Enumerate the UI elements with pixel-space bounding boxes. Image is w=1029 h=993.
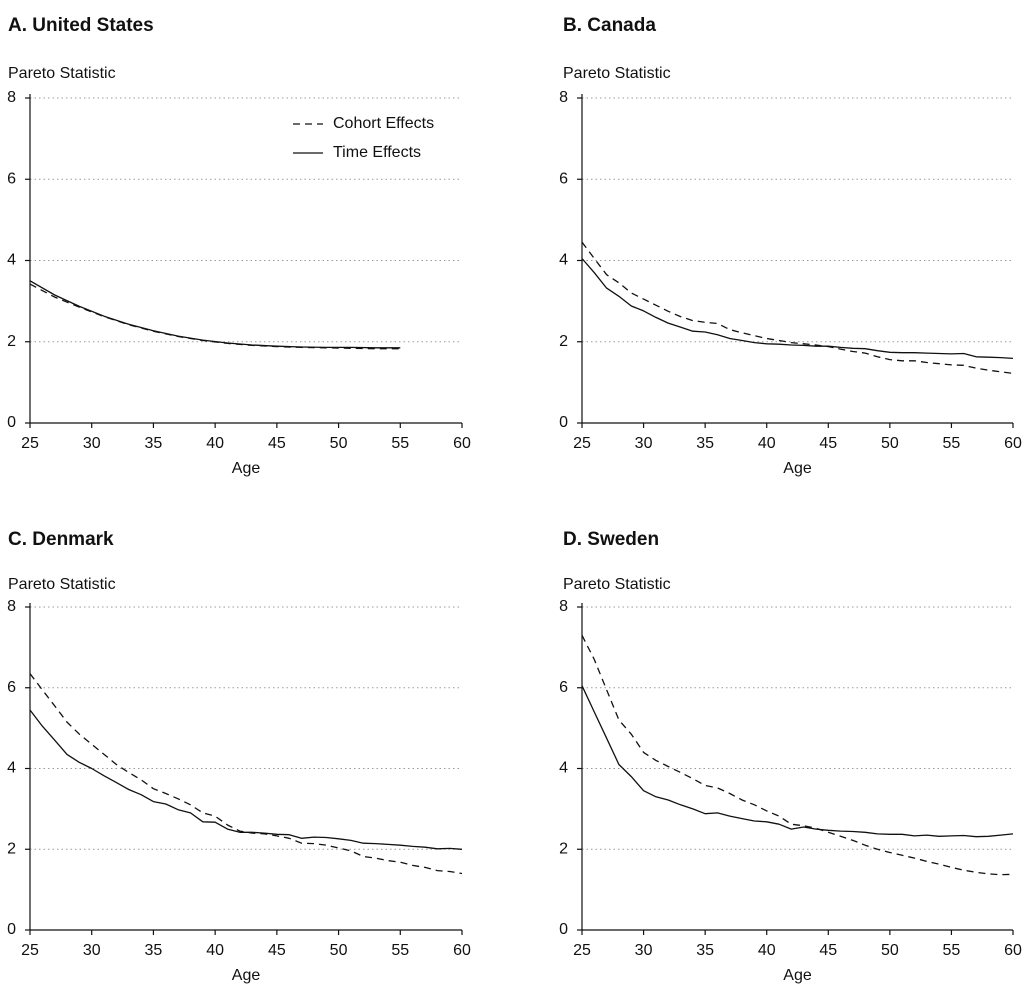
x-tick-label: 40 [206,435,224,452]
series-line-time-effects [581,258,1014,360]
x-tick-label: 45 [819,435,837,452]
chart-panel-b-canada: B. Canada Pareto Statistic 0 2 4 6 8 25 30 35 40 45… [559,15,1022,477]
x-axis-label: Age [232,460,261,477]
y-tick-label: 2 [559,840,568,857]
x-tick-label: 30 [635,435,653,452]
y-tick-label: 2 [559,333,568,350]
x-tick-label: 50 [330,942,348,959]
x-axis-label: Age [783,967,812,984]
x-tick-label: 55 [943,435,961,452]
y-tick-label: 8 [7,89,16,106]
y-tick-label: 4 [559,760,568,777]
x-tick-label: 40 [758,942,776,959]
x-tick-label: 35 [696,942,714,959]
chart-title: C. Denmark [8,529,114,550]
series-line-cohort-effects [581,635,1014,876]
x-axis-label: Age [232,967,261,984]
x-tick-label: 50 [330,435,348,452]
x-tick-label: 40 [206,942,224,959]
x-tick-label: 25 [573,942,591,959]
x-tick-label: 25 [21,435,39,452]
x-tick-label: 60 [1004,435,1022,452]
x-tick-label: 25 [573,435,591,452]
series-line-cohort-effects [581,241,1014,375]
series-line-cohort-effects [29,283,401,350]
y-axis-label: Pareto Statistic [563,65,671,82]
y-tick-label: 4 [559,252,568,269]
y-tick-label: 0 [559,921,568,938]
x-tick-label: 50 [881,942,899,959]
y-tick-label: 6 [7,679,16,696]
y-tick-label: 2 [7,333,16,350]
legend-label-time-effects: Time Effects [333,144,421,161]
y-axis-label: Pareto Statistic [8,65,116,82]
chart-panel-d-sweden: D. Sweden Pareto Statistic 0 2 4 6 8 25 30 35 40 45… [559,529,1022,984]
y-axis-label: Pareto Statistic [8,576,116,593]
x-tick-label: 55 [943,942,961,959]
x-tick-label: 45 [268,942,286,959]
legend-label-cohort-effects: Cohort Effects [333,115,434,132]
x-axis-label: Age [783,460,812,477]
y-tick-label: 4 [7,252,16,269]
chart-panel-c-denmark: C. Denmark Pareto Statistic 0 2 4 6 8 25 30 35 40 4… [7,529,471,984]
x-tick-label: 35 [696,435,714,452]
chart-panel-a-united-states: A. United States Pareto Statistic 0 2 4 6 8 25 3… [7,15,471,477]
x-tick-label: 55 [391,435,409,452]
y-axis-label: Pareto Statistic [563,576,671,593]
y-tick-label: 4 [7,760,16,777]
y-tick-label: 0 [7,414,16,431]
y-tick-label: 8 [559,598,568,615]
series-line-time-effects [581,685,1014,838]
series-line-time-effects [29,709,463,850]
x-tick-label: 60 [453,942,471,959]
x-tick-label: 30 [635,942,653,959]
x-tick-label: 45 [268,435,286,452]
chart-title: D. Sweden [563,529,659,550]
y-tick-label: 8 [7,598,16,615]
y-tick-label: 6 [559,679,568,696]
series-line-cohort-effects [29,673,463,875]
x-tick-label: 35 [145,942,163,959]
y-tick-label: 0 [559,414,568,431]
y-tick-label: 8 [559,89,568,106]
x-tick-label: 30 [83,435,101,452]
x-tick-label: 30 [83,942,101,959]
x-tick-label: 60 [453,435,471,452]
chart-title: B. Canada [563,15,656,36]
x-tick-label: 60 [1004,942,1022,959]
series-line-time-effects [29,280,401,349]
legend: Cohort Effects Time Effects [293,115,434,161]
x-tick-label: 25 [21,942,39,959]
y-tick-label: 6 [7,170,16,187]
chart-title: A. United States [8,15,154,36]
x-tick-label: 35 [145,435,163,452]
x-tick-label: 55 [391,942,409,959]
y-tick-label: 6 [559,170,568,187]
y-tick-label: 2 [7,840,16,857]
x-tick-label: 45 [819,942,837,959]
y-tick-label: 0 [7,921,16,938]
x-tick-label: 40 [758,435,776,452]
x-tick-label: 50 [881,435,899,452]
